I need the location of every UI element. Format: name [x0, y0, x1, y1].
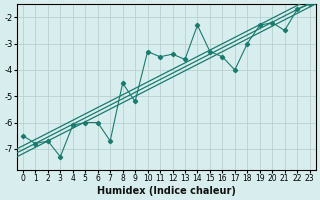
X-axis label: Humidex (Indice chaleur): Humidex (Indice chaleur) — [97, 186, 236, 196]
